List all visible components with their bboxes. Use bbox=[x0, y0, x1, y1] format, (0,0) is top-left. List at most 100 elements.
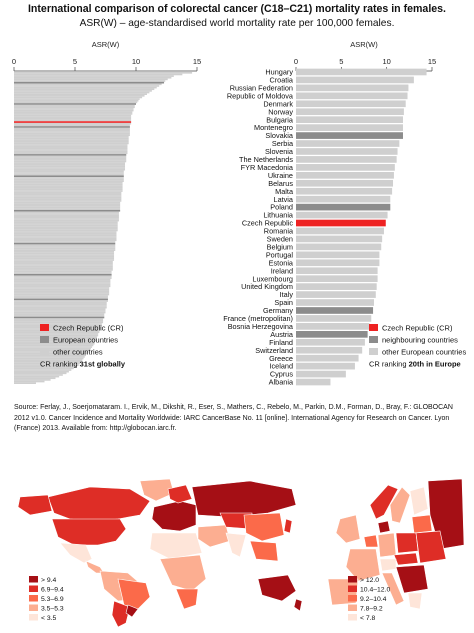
map-region-usa bbox=[51, 518, 127, 546]
legend-swatch bbox=[369, 336, 378, 343]
bar-other bbox=[296, 92, 408, 100]
map-region-middle-east bbox=[197, 524, 231, 548]
x-tick-label: 5 bbox=[73, 57, 77, 66]
map-region-belarus-ukraine bbox=[415, 530, 447, 564]
bar-other bbox=[14, 119, 132, 122]
bar-other bbox=[296, 259, 380, 267]
bar-other bbox=[14, 262, 113, 265]
bar-other bbox=[14, 99, 139, 102]
bar-other bbox=[14, 310, 106, 312]
map-legend-label: 10.4–12.0 bbox=[360, 587, 390, 594]
map-legend-swatch bbox=[348, 595, 357, 602]
bar-other bbox=[14, 334, 99, 337]
legend-swatch bbox=[369, 348, 378, 355]
bar-other bbox=[14, 86, 157, 89]
country-label: France (metropolitan) bbox=[223, 314, 293, 323]
world-map bbox=[17, 478, 303, 628]
bar-other bbox=[296, 179, 394, 187]
bar-other bbox=[14, 308, 106, 311]
bar-other bbox=[14, 292, 110, 294]
bar-other bbox=[14, 132, 130, 135]
country-label: Serbia bbox=[272, 139, 294, 148]
bar-other bbox=[14, 301, 107, 304]
bar-other bbox=[14, 369, 72, 371]
bar-other bbox=[14, 311, 106, 314]
bar-other bbox=[14, 280, 111, 283]
bar-other bbox=[14, 329, 100, 332]
map-region-brazil bbox=[117, 578, 151, 610]
map-region-uruguay bbox=[125, 604, 139, 618]
bar-other bbox=[14, 285, 111, 288]
map-region-sweden bbox=[389, 486, 411, 524]
europe-map-legend: > 12.0 10.4–12.0 9.2–10.4 7.8–9.2 < 7.8 bbox=[348, 576, 390, 622]
bar-other bbox=[14, 379, 51, 381]
bar-other bbox=[14, 85, 160, 87]
country-label: Switzerland bbox=[255, 346, 293, 355]
map-legend-swatch bbox=[348, 585, 357, 592]
bar-other bbox=[14, 131, 130, 133]
bar-other bbox=[14, 219, 119, 222]
bar-other bbox=[14, 229, 118, 232]
bar-other bbox=[14, 287, 110, 289]
bar-other bbox=[14, 249, 116, 251]
bar-other bbox=[14, 290, 110, 293]
bar-other bbox=[14, 101, 138, 104]
map-region-poland bbox=[395, 532, 419, 554]
bar-other bbox=[14, 200, 122, 202]
bar-other bbox=[14, 78, 168, 81]
country-label: Luxembourg bbox=[252, 274, 293, 283]
bar-neighbour bbox=[14, 81, 165, 84]
bar-other bbox=[14, 357, 84, 360]
country-label: Lithuania bbox=[263, 211, 294, 220]
bar-other bbox=[296, 164, 395, 171]
legend-label: other European countries bbox=[382, 348, 466, 357]
bar-other bbox=[14, 260, 113, 263]
bar-other bbox=[14, 342, 95, 345]
bar-other bbox=[14, 144, 128, 146]
legend-label: European countries bbox=[53, 336, 118, 345]
country-label: Malta bbox=[275, 187, 294, 196]
bar-other bbox=[14, 208, 121, 210]
bar-other bbox=[14, 96, 143, 99]
map-region-mexico bbox=[59, 542, 93, 564]
country-label: Norway bbox=[268, 107, 293, 116]
bar-other bbox=[14, 374, 63, 376]
bar-other bbox=[14, 323, 102, 325]
bar-other bbox=[296, 171, 394, 179]
bar-other bbox=[14, 278, 111, 281]
bar-neighbour bbox=[296, 330, 368, 338]
bar-other bbox=[14, 254, 115, 256]
map-legend-label: 9.2–10.4 bbox=[360, 596, 387, 603]
bar-other bbox=[296, 84, 409, 92]
bar-other bbox=[14, 272, 112, 274]
map-legend-swatch bbox=[29, 595, 38, 602]
country-label: Albania bbox=[269, 378, 294, 387]
bar-other bbox=[14, 93, 147, 95]
map-region-southern-africa bbox=[175, 588, 199, 610]
bar-other bbox=[14, 283, 111, 286]
bar-other bbox=[14, 296, 108, 299]
map-region-north-africa bbox=[149, 532, 203, 560]
bar-other bbox=[14, 124, 130, 127]
bar-other bbox=[14, 160, 127, 163]
map-legend-swatch bbox=[348, 604, 357, 611]
bar-other bbox=[14, 365, 77, 368]
bar-other bbox=[14, 226, 118, 228]
bar-other bbox=[14, 108, 134, 110]
figure-title: International comparison of colorectal c… bbox=[27, 3, 446, 15]
map-legend-label: 6.9–9.4 bbox=[41, 587, 64, 594]
bar-other bbox=[296, 354, 359, 362]
bar-other bbox=[14, 354, 86, 357]
country-label: Portugal bbox=[266, 250, 294, 259]
bar-other bbox=[296, 148, 398, 155]
bar-other bbox=[296, 291, 376, 298]
bar-other bbox=[296, 76, 414, 84]
bar-neighbour bbox=[14, 273, 112, 276]
bar-other bbox=[14, 315, 105, 317]
map-legend-label: 7.8–9.2 bbox=[360, 606, 383, 613]
bar-other bbox=[14, 183, 123, 186]
map-legend-swatch bbox=[29, 614, 38, 621]
bar-other bbox=[14, 241, 116, 243]
bar-other bbox=[14, 352, 88, 355]
bar-other bbox=[14, 331, 100, 334]
